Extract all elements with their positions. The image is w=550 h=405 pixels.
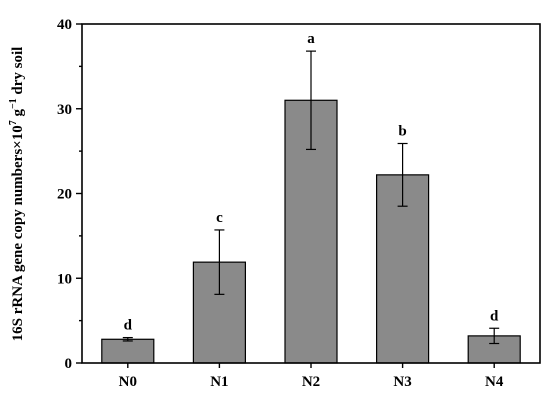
x-tick-label-N2: N2 [302, 374, 320, 390]
error-bars-group [122, 50, 500, 345]
bar-N0 [101, 338, 155, 364]
y-axis-label-end: dry soil [10, 47, 26, 99]
significance-label-N4: d [490, 308, 499, 324]
significance-label-N1: c [216, 210, 223, 226]
y-axis-label-unit: g [10, 109, 26, 121]
x-tick-label-N1: N1 [210, 374, 228, 390]
y-tick-label-30: 30 [57, 102, 72, 118]
x-tick-label-N3: N3 [393, 374, 411, 390]
x-tick-label-N4: N4 [485, 374, 504, 390]
y-tick-label-20: 20 [57, 187, 72, 203]
y-axis-label: 16S rRNA gene copy numbers×107 g−1 dry s… [8, 47, 26, 342]
y-axis-label-unit-exponent: −1 [8, 98, 19, 109]
y-axis-label-main: 16S rRNA gene copy numbers×10 [10, 125, 26, 341]
significance-label-N2: a [307, 31, 315, 47]
x-tick-label-N0: N0 [119, 374, 137, 390]
y-tick-label-40: 40 [57, 17, 72, 33]
y-tick-label-10: 10 [57, 271, 72, 287]
significance-label-N3: b [398, 123, 406, 139]
plot-frame [81, 23, 541, 364]
y-axis-ticks: 0 10 20 30 40 [57, 17, 82, 372]
y-tick-label-0: 0 [65, 356, 73, 372]
significance-label-N0: d [124, 318, 133, 334]
y-axis-label-exponent: 7 [8, 120, 19, 125]
x-axis-labels: N0 N1 N2 N3 N4 [119, 363, 504, 390]
significance-labels: d c a b d [124, 31, 499, 333]
